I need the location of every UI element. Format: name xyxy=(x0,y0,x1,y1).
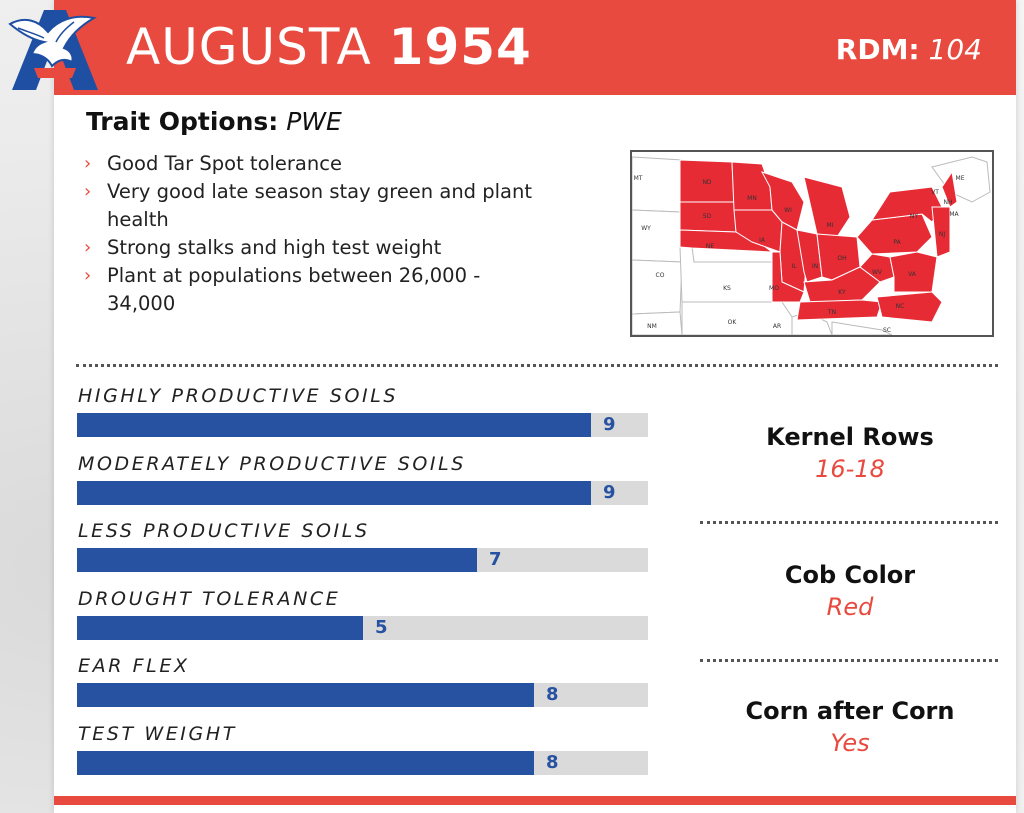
chevron-right-icon: › xyxy=(84,153,92,174)
state-label-oh: OH xyxy=(837,255,846,262)
chevron-right-icon: › xyxy=(84,181,92,202)
stat-value: Yes xyxy=(830,729,870,757)
rdm-label: RDM: xyxy=(835,33,920,66)
state-label-sd: SD xyxy=(703,213,712,220)
feature-item: › Good Tar Spot tolerance xyxy=(84,150,554,178)
us-map-graphic: ND SD NE MN IA WI IL MI IN OH MO KY TN P… xyxy=(632,156,991,335)
state-label-co: CO xyxy=(656,272,665,279)
rating-track: 8 xyxy=(77,751,648,775)
stat-value: Red xyxy=(826,593,874,621)
rating-value: 5 xyxy=(375,617,388,638)
state-label-wi: WI xyxy=(784,207,792,214)
rating-bar xyxy=(77,751,534,775)
product-number: 1954 xyxy=(388,18,532,76)
rating-value: 9 xyxy=(603,482,616,503)
state-label-nh: NH xyxy=(944,199,953,206)
state-label-in: IN xyxy=(812,263,818,270)
trait-options: Trait Options: PWE xyxy=(86,103,342,141)
header-banner: AUGUSTA 1954 RDM: 104 xyxy=(54,0,1016,95)
stat-cob-color: Cob Color Red xyxy=(694,559,1006,623)
rating-bar xyxy=(77,548,477,572)
state-label-vt: VT xyxy=(931,189,939,196)
state-label-tn: TN xyxy=(827,309,836,316)
trait-options-value: PWE xyxy=(286,107,342,136)
feature-text: Very good late season stay green and pla… xyxy=(107,180,533,231)
stat-value: 16-18 xyxy=(815,455,885,483)
rating-track: 9 xyxy=(77,413,648,437)
footer-accent-bar xyxy=(54,796,1016,805)
feature-text: Plant at populations between 26,000 - 34… xyxy=(107,264,481,315)
state-label-me: ME xyxy=(956,175,965,182)
rating-label: LESS PRODUCTIVE SOILS xyxy=(78,520,370,542)
adaptation-map: ND SD NE MN IA WI IL MI IN OH MO KY TN P… xyxy=(630,150,994,337)
feature-text: Good Tar Spot tolerance xyxy=(107,152,342,175)
state-label-wv: WV xyxy=(872,269,883,276)
stat-label: Cob Color xyxy=(784,561,916,589)
state-label-mn: MN xyxy=(747,195,757,202)
rating-label: EAR FLEX xyxy=(78,655,190,677)
rating-value: 9 xyxy=(603,414,616,435)
product-name: AUGUSTA xyxy=(126,18,372,76)
stat-divider xyxy=(700,521,998,524)
state-label-nc: NC xyxy=(896,303,905,310)
state-label-mi: MI xyxy=(827,222,834,229)
chevron-right-icon: › xyxy=(84,237,92,258)
stat-label: Corn after Corn xyxy=(745,697,955,725)
rdm-rating: RDM: 104 xyxy=(836,30,982,70)
trait-options-label: Trait Options: xyxy=(86,107,279,136)
rating-label: DROUGHT TOLERANCE xyxy=(78,588,341,610)
rating-bar xyxy=(77,481,591,505)
state-label-il: IL xyxy=(791,263,797,270)
chevron-right-icon: › xyxy=(84,265,92,286)
rating-bar xyxy=(77,616,363,640)
state-label-nj: NJ xyxy=(939,231,945,238)
feature-item: › Very good late season stay green and pl… xyxy=(84,178,554,234)
feature-list: › Good Tar Spot tolerance › Very good late… xyxy=(84,150,554,318)
state-label-wy: WY xyxy=(641,225,651,232)
product-card: AUGUSTA 1954 RDM: 104 Trait Options: PWE… xyxy=(54,0,1016,813)
rating-value: 7 xyxy=(489,549,502,570)
feature-text: Strong stalks and high test weight xyxy=(107,236,442,259)
rating-label: HIGHLY PRODUCTIVE SOILS xyxy=(78,385,399,407)
rating-track: 9 xyxy=(77,481,648,505)
rating-label: TEST WEIGHT xyxy=(78,723,237,745)
state-label-ma: MA xyxy=(949,211,959,218)
state-label-nm: NM xyxy=(647,323,657,330)
state-label-ok: OK xyxy=(728,319,738,326)
product-title: AUGUSTA 1954 xyxy=(126,14,532,80)
rating-label: MODERATELY PRODUCTIVE SOILS xyxy=(78,453,466,475)
rating-track: 5 xyxy=(77,616,648,640)
state-label-pa: PA xyxy=(893,239,901,246)
state-label-ar: AR xyxy=(773,323,781,330)
rating-track: 7 xyxy=(77,548,648,572)
feature-item: › Strong stalks and high test weight xyxy=(84,234,554,262)
rdm-value: 104 xyxy=(928,33,982,66)
feature-item: › Plant at populations between 26,000 - 3… xyxy=(84,262,554,318)
state-label-ky: KY xyxy=(838,289,846,296)
state-label-mo: MO xyxy=(769,285,779,292)
stat-corn-after-corn: Corn after Corn Yes xyxy=(694,695,1006,759)
state-label-mt: MT xyxy=(634,175,643,182)
state-label-nd: ND xyxy=(702,179,711,186)
state-label-ks: KS xyxy=(723,285,731,292)
rating-bar xyxy=(77,683,534,707)
stat-kernel-rows: Kernel Rows 16-18 xyxy=(694,421,1006,485)
state-label-ny: NY xyxy=(910,213,918,220)
stat-label: Kernel Rows xyxy=(766,423,934,451)
rating-track: 8 xyxy=(77,683,648,707)
section-divider xyxy=(76,364,998,367)
stat-divider xyxy=(700,659,998,662)
rating-value: 8 xyxy=(546,752,559,773)
rating-value: 8 xyxy=(546,684,559,705)
state-label-ne: NE xyxy=(706,243,714,250)
state-label-va: VA xyxy=(908,271,917,278)
state-label-ia: IA xyxy=(759,237,766,244)
eagle-logo-icon xyxy=(8,10,98,90)
state-label-sc: SC xyxy=(883,327,891,334)
rating-bar xyxy=(77,413,591,437)
